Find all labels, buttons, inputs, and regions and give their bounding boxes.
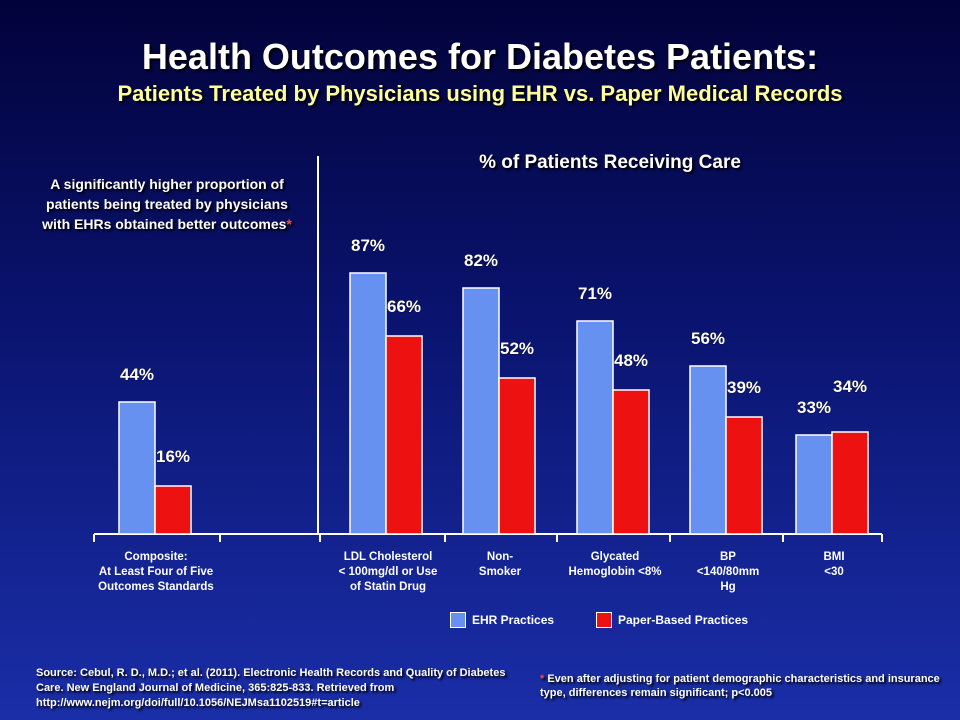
callout-note-text: A significantly higher proportion of pat…: [42, 176, 288, 232]
category-label: Hg: [720, 581, 735, 593]
category-label: Glycated: [591, 551, 640, 563]
category-label: At Least Four of Five: [99, 566, 213, 578]
category-label: <30: [824, 566, 844, 578]
source-citation: Source: Cebul, R. D., M.D.; et al. (2011…: [36, 667, 506, 709]
data-label-paper: 66%: [387, 297, 421, 316]
legend-swatch-paper: [596, 612, 612, 628]
bar-paper: [725, 416, 763, 535]
category-label: of Statin Drug: [350, 581, 426, 593]
category-label: LDL Cholesterol: [344, 551, 433, 563]
data-label-ehr: 56%: [691, 329, 725, 348]
bar-ehr: [795, 434, 833, 535]
bar-paper: [831, 431, 869, 535]
data-label-paper: 34%: [833, 377, 867, 396]
data-label-paper: 52%: [500, 339, 534, 358]
footnote: * Even after adjusting for patient demog…: [540, 672, 940, 700]
bar-paper: [612, 389, 650, 535]
bar-ehr: [576, 320, 614, 535]
data-label-ehr: 71%: [578, 284, 612, 303]
data-label-ehr: 87%: [351, 236, 385, 255]
footnote-marker: *: [540, 673, 545, 685]
data-label-ehr: 33%: [797, 398, 831, 417]
category-label: BP: [720, 551, 736, 563]
bar-paper: [385, 335, 423, 535]
category-label: <140/80mm: [697, 566, 759, 578]
bar-ehr: [689, 365, 727, 535]
bar-ehr: [462, 287, 500, 535]
bar-paper: [154, 485, 192, 535]
data-label-paper: 16%: [156, 447, 190, 466]
chart-title: % of Patients Receiving Care: [479, 152, 741, 173]
bar-paper: [498, 377, 536, 535]
data-label-paper: 48%: [614, 351, 648, 370]
legend-item-paper: Paper-Based Practices: [596, 612, 748, 628]
legend-item-ehr: EHR Practices: [450, 612, 554, 628]
data-label-paper: 39%: [727, 378, 761, 397]
callout-note-marker: *: [286, 216, 292, 232]
legend-swatch-ehr: [450, 612, 466, 628]
page-subtitle: Patients Treated by Physicians using EHR…: [117, 81, 843, 106]
category-label: BMI: [823, 551, 844, 563]
category-label: Non-: [487, 551, 513, 563]
data-label-ehr: 44%: [120, 365, 154, 384]
page-title: Health Outcomes for Diabetes Patients:: [141, 36, 819, 77]
bar-ehr: [118, 401, 156, 535]
category-label: Hemoglobin <8%: [569, 566, 662, 578]
callout-note: A significantly higher proportion of pat…: [36, 174, 298, 234]
legend-label-ehr: EHR Practices: [472, 613, 555, 627]
data-label-ehr: 82%: [464, 251, 498, 270]
bar-ehr: [349, 272, 387, 535]
footnote-text: Even after adjusting for patient demogra…: [540, 673, 940, 699]
legend-label-paper: Paper-Based Practices: [618, 613, 749, 627]
category-label: < 100mg/dl or Use: [339, 566, 438, 578]
category-label: Composite:: [124, 551, 187, 563]
category-label: Smoker: [479, 566, 522, 578]
category-label: Outcomes Standards: [98, 581, 214, 593]
